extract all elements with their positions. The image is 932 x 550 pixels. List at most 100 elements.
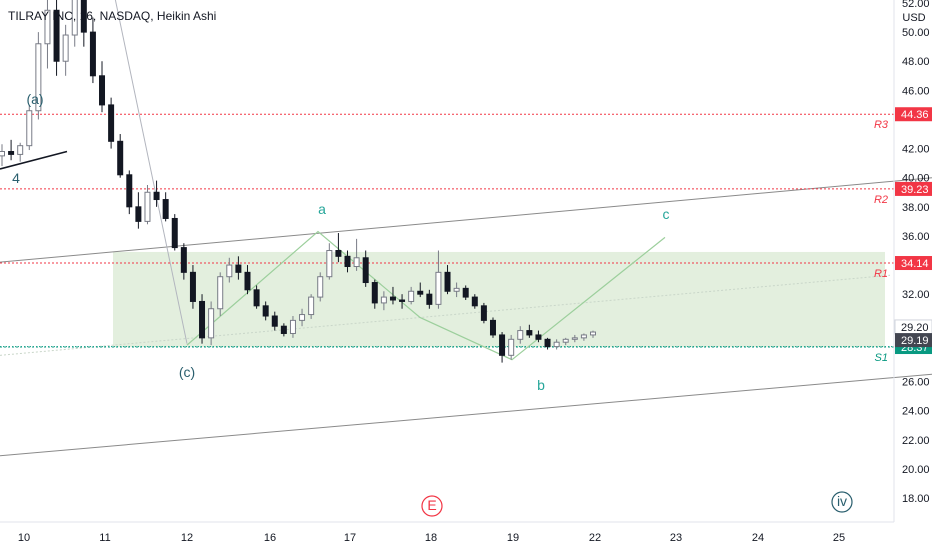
price-tag-r2 xyxy=(895,181,932,196)
candle-body xyxy=(553,341,560,348)
candle-body xyxy=(253,289,260,307)
candle-body xyxy=(299,314,306,321)
candle-body xyxy=(408,290,415,302)
wave-label: (a) xyxy=(26,91,43,107)
wave-zigzag[interactable] xyxy=(186,230,666,361)
current-price-text: 29.19 xyxy=(901,335,929,347)
candle-body xyxy=(580,334,587,339)
level-label-s1: S1 xyxy=(875,352,888,364)
short-trendline[interactable] xyxy=(0,150,68,170)
candle-body xyxy=(426,293,433,305)
candle-body xyxy=(135,206,142,222)
candle-body xyxy=(244,271,251,291)
gray-diagonal-line[interactable] xyxy=(113,0,188,344)
candle-body xyxy=(0,151,5,157)
price-tick-label: 46.00 xyxy=(902,85,930,97)
channel-lower-line[interactable] xyxy=(0,373,932,457)
time-axis[interactable]: 10 11 12 16 17 18 19 22 23 24 25 xyxy=(0,521,894,544)
candle-body xyxy=(189,271,196,302)
candle-body xyxy=(162,199,169,219)
candle-body xyxy=(108,104,115,142)
candle-body xyxy=(499,334,506,356)
price-axis[interactable]: 18.0020.0022.0024.0026.0030.0032.0036.00… xyxy=(893,0,932,522)
candle-body xyxy=(326,250,333,278)
candle-body xyxy=(517,330,524,340)
price-tick-label: 22.00 xyxy=(902,435,930,447)
time-tick-label: 11 xyxy=(99,532,110,544)
time-tick-label: 10 xyxy=(18,532,30,544)
candle-body xyxy=(380,296,387,304)
candle-body xyxy=(399,299,406,302)
candlesticks xyxy=(0,0,596,363)
candle-body xyxy=(289,319,296,334)
circle-marker[interactable] xyxy=(421,495,443,517)
wave-label: b xyxy=(537,377,545,393)
candle-body xyxy=(180,247,187,273)
time-tick-label: 17 xyxy=(344,532,356,544)
time-tick-label: 22 xyxy=(589,532,601,544)
price-tick-label: 48.00 xyxy=(902,56,930,68)
wave-label: 4 xyxy=(12,170,20,186)
candle-body xyxy=(544,338,551,348)
channel-upper-line[interactable] xyxy=(0,177,932,263)
candle-body xyxy=(71,0,78,36)
price-tag-text: 39.23 xyxy=(901,184,929,196)
candle-body xyxy=(44,9,51,45)
wave-label: (c) xyxy=(179,364,195,380)
candle-body xyxy=(462,287,469,298)
candle-body xyxy=(235,264,242,273)
last-price-text: 29.20 xyxy=(901,322,929,334)
candle-body xyxy=(117,140,124,176)
circle-marker[interactable] xyxy=(831,491,853,513)
wave-labels: (a) 4 (c) a b c E iv xyxy=(12,91,853,517)
candle-body xyxy=(353,257,360,268)
candle-body xyxy=(99,75,106,106)
candle-body xyxy=(562,338,569,343)
level-label-r1: R1 xyxy=(874,268,888,280)
candle-body xyxy=(208,308,215,339)
wave-label: a xyxy=(318,201,326,217)
price-tag-text: 34.14 xyxy=(901,258,929,270)
price-tick-label: 32.00 xyxy=(902,289,930,301)
price-tick-label: 52.00 xyxy=(902,0,930,10)
candle-body xyxy=(317,276,324,298)
candle-body xyxy=(226,264,233,278)
candle-body xyxy=(417,290,424,295)
candle-body xyxy=(308,296,315,316)
price-tick-label: 40.00 xyxy=(902,173,930,185)
candle-body xyxy=(26,110,33,147)
currency-label: USD xyxy=(902,12,925,24)
price-tick-label: 20.00 xyxy=(902,464,930,476)
candle-body xyxy=(144,191,151,222)
candle-body xyxy=(262,305,269,317)
time-tick-label: 25 xyxy=(833,532,845,544)
candle-body xyxy=(35,43,42,112)
candle-body xyxy=(489,319,496,336)
circle-marker-label: iv xyxy=(837,493,847,509)
candle-body xyxy=(508,338,515,356)
level-label-r3: R3 xyxy=(874,119,889,131)
candle-body xyxy=(17,145,24,155)
candle-body xyxy=(444,271,451,292)
candle-body xyxy=(590,331,596,336)
candle-body xyxy=(171,217,178,249)
candle-body xyxy=(335,250,342,257)
candle-body xyxy=(280,325,287,334)
wave-label: c xyxy=(663,206,670,222)
candle-body xyxy=(371,282,378,304)
candle-body xyxy=(8,151,15,155)
time-tick-label: 24 xyxy=(752,532,764,544)
price-tick-label: 18.00 xyxy=(902,493,930,505)
price-tick-label: 38.00 xyxy=(902,202,930,214)
candle-body xyxy=(126,174,133,208)
candle-body xyxy=(80,0,87,33)
time-tick-label: 16 xyxy=(264,532,276,544)
candle-body xyxy=(389,296,396,301)
time-tick-label: 19 xyxy=(507,532,519,544)
channel-middle-line[interactable] xyxy=(0,274,891,356)
price-tick-label: 24.00 xyxy=(902,406,930,418)
candle-body xyxy=(362,257,369,284)
time-tick-label: 18 xyxy=(425,532,437,544)
candle-body xyxy=(480,305,487,321)
